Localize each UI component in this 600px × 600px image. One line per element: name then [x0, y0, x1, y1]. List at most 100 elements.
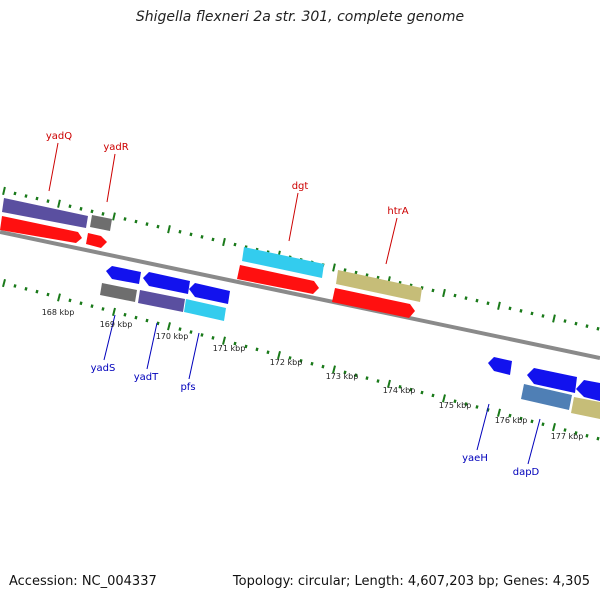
- inner-tick: [387, 379, 391, 389]
- yadQ-cds-arrow[interactable]: [0, 216, 82, 243]
- reverse-callouts: [103, 314, 541, 465]
- outer-tick: [90, 209, 94, 214]
- accession-label: Accession: NC_004337: [9, 574, 157, 589]
- yadR-gene-bar[interactable]: [90, 215, 112, 231]
- inner-tick: [2, 278, 6, 288]
- inner-tick: [178, 327, 182, 331]
- inner-tick: [79, 301, 83, 306]
- yadQ-gene-bar[interactable]: [2, 198, 88, 228]
- dapD-callout: [527, 418, 541, 465]
- inner-tick: [277, 350, 281, 360]
- next-gene-bar[interactable]: [571, 397, 600, 419]
- outer-tick: [475, 298, 479, 303]
- gene-label-yadT: yadT: [134, 372, 159, 383]
- tick-label-172: 172 kbp: [270, 358, 303, 367]
- htrA-cds-arrow[interactable]: [332, 288, 415, 318]
- dgt-gene-bar[interactable]: [242, 247, 324, 278]
- inner-tick: [68, 298, 72, 303]
- inner-tick: [310, 361, 314, 366]
- yadT-gene-bar[interactable]: [138, 290, 185, 312]
- tick-label-174: 174 kbp: [383, 386, 416, 395]
- tick-label-177: 177 kbp: [551, 432, 584, 441]
- dapD-cds-arrow[interactable]: [527, 368, 577, 393]
- dgt-cds-arrow[interactable]: [237, 265, 319, 294]
- yadS-cds-arrow[interactable]: [106, 266, 141, 284]
- tick-label-175: 175 kbp: [439, 401, 472, 410]
- yaeH-cds-arrow[interactable]: [488, 357, 512, 375]
- outer-tick: [24, 194, 28, 198]
- inner-tick: [24, 287, 28, 291]
- tick-label-171: 171 kbp: [213, 344, 246, 353]
- outer-tick: [211, 237, 215, 242]
- yadR-cds-arrow[interactable]: [86, 233, 107, 248]
- inner-tick: [266, 350, 270, 355]
- outer-tick: [145, 222, 149, 226]
- genome-backbone: [0, 230, 600, 360]
- outer-tick: [343, 268, 347, 272]
- tick-label-168: 168 kbp: [42, 308, 75, 317]
- inner-tick: [35, 289, 39, 294]
- outer-tick: [79, 206, 83, 211]
- outer-tick-marks: [2, 186, 600, 331]
- inner-tick: [233, 341, 237, 346]
- outer-tick: [156, 224, 160, 229]
- inner-tick: [464, 402, 468, 406]
- outer-tick: [552, 314, 556, 323]
- inner-tick: [244, 344, 248, 349]
- inner-tick: [288, 356, 292, 360]
- outer-tick: [178, 229, 182, 234]
- yadT-cds-arrow[interactable]: [143, 272, 190, 294]
- outer-tick: [57, 199, 61, 208]
- outer-tick: [354, 270, 358, 275]
- inner-tick: [552, 423, 556, 432]
- inner-tick: [475, 405, 479, 409]
- inner-tick: [442, 394, 446, 403]
- outer-tick: [508, 306, 512, 311]
- inner-tick: [255, 347, 259, 352]
- outer-tick: [332, 263, 336, 272]
- pfs-gene-bar[interactable]: [184, 299, 226, 321]
- genome-summary: Topology: circular; Length: 4,607,203 bp…: [232, 574, 590, 589]
- inner-tick: [46, 292, 50, 297]
- gene-label-dapD: dapD: [513, 467, 540, 478]
- inner-tick: [332, 365, 336, 374]
- inner-tick: [354, 373, 358, 378]
- htrA-gene-bar[interactable]: [336, 270, 422, 302]
- gene-label-yaeH: yaeH: [462, 453, 488, 464]
- inner-tick: [541, 422, 545, 427]
- inner-tick: [431, 393, 435, 398]
- inner-tick: [596, 436, 600, 441]
- forward-callouts: [48, 142, 398, 265]
- outer-tick: [519, 309, 523, 313]
- tick-label-173: 173 kbp: [326, 372, 359, 381]
- inner-tick: [365, 376, 369, 380]
- inner-tick: [13, 284, 17, 288]
- inner-tick: [57, 293, 61, 302]
- inner-tick: [112, 307, 116, 316]
- outer-tick: [574, 321, 578, 326]
- inner-tick: [486, 408, 490, 412]
- gene-label-dgt: dgt: [292, 181, 309, 192]
- pfs-cds-arrow[interactable]: [189, 283, 230, 304]
- outer-tick: [464, 296, 468, 300]
- outer-tick: [222, 237, 226, 247]
- inner-tick: [189, 330, 193, 334]
- yadT-callout: [146, 322, 158, 370]
- next-cds-arrow[interactable]: [576, 380, 600, 401]
- yaeH-callout: [476, 403, 490, 451]
- gene-label-htrA: htrA: [387, 206, 408, 217]
- gene-label-yadQ: yadQ: [46, 131, 72, 142]
- outer-tick: [123, 217, 127, 221]
- map-title: Shigella flexneri 2a str. 301, complete …: [135, 9, 465, 25]
- outer-tick: [563, 319, 567, 323]
- yadS-gene-bar[interactable]: [100, 283, 137, 302]
- inner-tick: [321, 364, 325, 369]
- outer-tick: [167, 225, 171, 234]
- outer-tick: [530, 311, 534, 316]
- outer-tick: [453, 293, 457, 298]
- outer-tick: [200, 235, 204, 239]
- outer-tick: [134, 219, 138, 224]
- dapD-gene-bar[interactable]: [521, 384, 572, 410]
- pfs-callout: [188, 332, 200, 380]
